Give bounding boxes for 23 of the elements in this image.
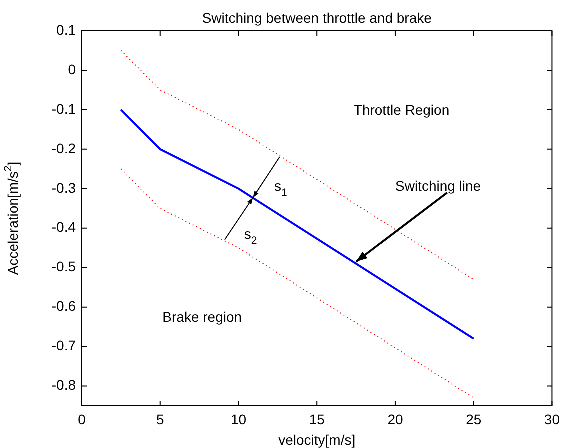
y-tick-label: -0.6 xyxy=(52,298,76,314)
y-tick-label: 0 xyxy=(68,61,76,78)
x-tick-label: 25 xyxy=(466,411,482,428)
x-tick-label: 5 xyxy=(156,411,164,428)
y-tick-label: -0.2 xyxy=(52,140,76,156)
x-tick-label: 20 xyxy=(388,411,404,428)
chart-title: Switching between throttle and brake xyxy=(202,10,432,26)
y-tick-label: -0.8 xyxy=(52,377,76,394)
y-tick-label: -0.3 xyxy=(52,180,76,196)
y-tick-label: -0.4 xyxy=(52,219,76,236)
y-tick-label: -0.5 xyxy=(52,258,76,275)
annotation: Throttle Region xyxy=(354,102,450,118)
y-tick-label: -0.1 xyxy=(52,100,76,117)
x-tick-label: 15 xyxy=(309,411,326,428)
y-axis-title: Acceleration[m/s2] xyxy=(2,162,21,276)
annotation: Brake region xyxy=(162,309,242,326)
x-tick-label: 10 xyxy=(230,411,247,428)
y-tick-label: 0.1 xyxy=(56,22,76,38)
x-tick-label: 30 xyxy=(544,411,560,428)
x-axis-title: velocity[m/s] xyxy=(278,432,356,448)
y-tick-label: -0.7 xyxy=(52,338,76,354)
x-tick-label: 0 xyxy=(78,411,86,428)
annotation: Switching line xyxy=(395,178,482,194)
